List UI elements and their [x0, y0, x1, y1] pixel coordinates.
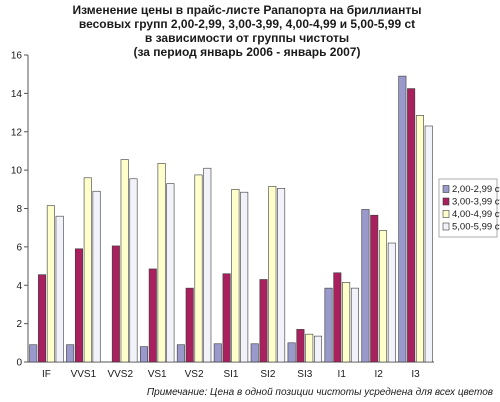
bar	[231, 189, 240, 363]
bar	[120, 159, 129, 363]
x-tick-label: IF	[42, 369, 51, 380]
bars	[29, 75, 433, 363]
x-tick-label: SI2	[260, 369, 275, 380]
x-tick-label: VS2	[185, 369, 204, 380]
bar	[185, 287, 194, 363]
chart-title-line: (за период январь 2006 - январь 2007)	[134, 45, 361, 59]
bar	[55, 215, 64, 363]
x-tick-labels: IF VVS1 VVS2 VS1 VS2 SI1 SI2 SI3 I1 I2 I3	[42, 369, 420, 380]
bar	[398, 75, 407, 363]
bar	[387, 242, 396, 363]
chart-title: Изменение цены в прайс-листе Рапапорта н…	[73, 3, 422, 59]
y-tick-label: 12	[11, 127, 23, 138]
legend-label: 5,00-5,99 ct	[452, 222, 500, 233]
x-tick-label: I1	[338, 369, 347, 380]
chart-title-line: весовых групп 2,00-2,99, 3,00-3,99, 4,00…	[79, 17, 415, 31]
x-tick-label: I2	[374, 369, 383, 380]
legend-swatch	[442, 210, 450, 218]
bar	[92, 190, 101, 363]
y-tick-label: 10	[11, 166, 23, 177]
bar	[250, 343, 259, 363]
bar	[314, 335, 323, 363]
x-tick-label: SI3	[297, 369, 312, 380]
y-tick-label: 4	[16, 281, 22, 292]
legend-label: 2,00-2,99 ct	[452, 184, 500, 195]
x-tick-label: VVS2	[107, 369, 133, 380]
bar	[350, 287, 359, 363]
bar	[379, 230, 388, 363]
bar	[240, 191, 249, 363]
bar	[83, 177, 92, 363]
bar	[333, 272, 342, 363]
legend-swatch	[442, 197, 450, 206]
bar	[415, 115, 424, 363]
bar	[370, 214, 379, 363]
bar	[342, 282, 351, 363]
bar	[213, 343, 222, 363]
bar	[157, 163, 166, 363]
bar	[407, 88, 416, 363]
y-tick-label: 2	[16, 319, 22, 330]
bar	[148, 268, 157, 363]
bar	[424, 125, 433, 363]
bar	[268, 186, 277, 363]
y-tick-label: 16	[11, 51, 23, 62]
bar	[46, 205, 55, 363]
bar	[296, 329, 305, 363]
y-tick-label: 14	[11, 89, 23, 100]
y-tick-label: 8	[16, 204, 22, 215]
chart-note: Примечание: Цена в одной позиции чистоты…	[147, 387, 493, 398]
legend-label: 4,00-4,99 ct	[452, 209, 500, 220]
bar	[129, 178, 138, 363]
bar	[29, 344, 38, 363]
bar	[176, 344, 185, 363]
legend-swatch	[442, 222, 450, 231]
bar	[74, 248, 83, 363]
bar	[111, 245, 120, 363]
legend: 2,00-2,99 ct 3,00-3,99 ct4,00-4,99 ct 5,00…	[438, 178, 500, 238]
x-tick-label: I3	[411, 369, 420, 380]
chart-title-line: в зависимости от группы чистоты	[145, 31, 349, 45]
bar	[287, 342, 296, 363]
bar	[139, 346, 148, 363]
bar	[259, 279, 268, 363]
legend-swatch	[442, 185, 450, 193]
y-tick-label: 6	[16, 242, 22, 253]
y-tick-label: 0	[16, 358, 22, 369]
bar	[38, 274, 47, 363]
bar	[324, 287, 333, 363]
x-tick-label: SI1	[223, 369, 238, 380]
bar	[361, 209, 370, 363]
legend-label: 3,00-3,99 ct	[452, 197, 500, 208]
bar	[166, 183, 175, 363]
bar	[194, 174, 203, 363]
x-tick-label: VVS1	[71, 369, 97, 380]
bar	[222, 273, 231, 363]
bar	[66, 344, 75, 363]
x-tick-label: VS1	[148, 369, 167, 380]
bar	[305, 333, 314, 363]
bar	[203, 167, 212, 363]
bar	[277, 188, 286, 363]
chart-title-line: Изменение цены в прайс-листе Рапапорта н…	[73, 3, 422, 17]
